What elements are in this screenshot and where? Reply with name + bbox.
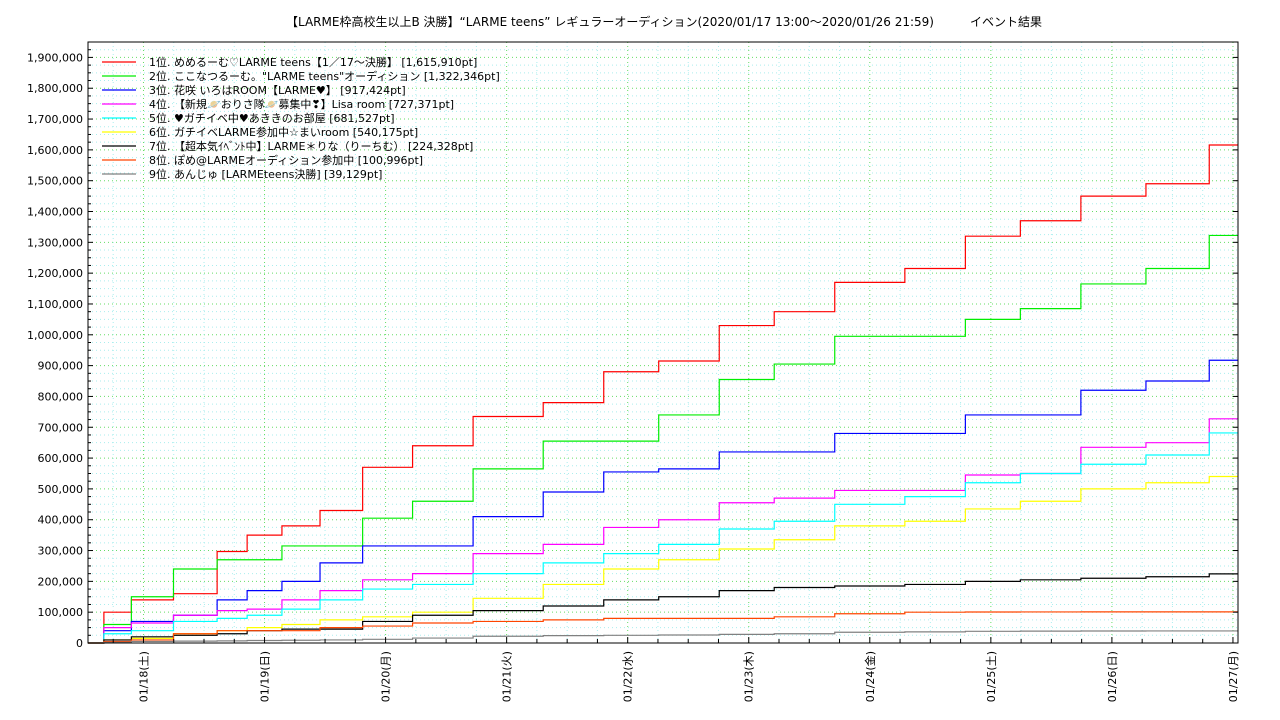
legend: 1位. めめるーむ♡LARME teens【1／17〜決勝】 [1,615,91… — [102, 55, 500, 181]
y-tick-label: 100,000 — [38, 606, 84, 619]
y-tick-label: 1,300,000 — [27, 236, 83, 249]
y-tick-label: 1,900,000 — [27, 51, 83, 64]
y-tick-label: 700,000 — [38, 421, 84, 434]
x-tick-label: 01/26(日) — [1106, 651, 1119, 702]
axes: 0 100,000 200,000 300,000 400,000 500,000 600,… — [27, 49, 1240, 702]
legend-label: 4位. 【新規🪐おりさ隊🪐募集中❣】Lisa room [727,371pt] — [149, 97, 454, 111]
y-tick-label: 1,600,000 — [27, 144, 83, 157]
y-tick-label: 900,000 — [38, 360, 84, 373]
y-tick-label: 800,000 — [38, 390, 84, 403]
series-line-9 — [88, 630, 1238, 644]
legend-label: 7位. 【超本気ｲﾍﾞﾝﾄ中】LARME＊りな（りーちむ） [224,328pt… — [149, 139, 473, 153]
y-tick-label: 400,000 — [38, 514, 84, 527]
legend-label: 8位. ぽめ@LARMEオーディション参加中 [100,996pt] — [149, 153, 423, 167]
x-tick-label: 01/25(土) — [985, 651, 998, 702]
y-tick-label: 500,000 — [38, 483, 84, 496]
legend-label: 5位. ♥ガチイベ中♥あききのお部屋 [681,527pt] — [149, 111, 395, 125]
chart-title: 【LARME枠高校生以上B 決勝】“LARME teens” レギュラーオーディ… — [286, 14, 1042, 29]
y-tick-label: 1,700,000 — [27, 113, 83, 126]
x-tick-label: 01/24(金) — [863, 651, 877, 702]
y-tick-label: 300,000 — [38, 545, 84, 558]
legend-label: 1位. めめるーむ♡LARME teens【1／17〜決勝】 [1,615,91… — [149, 55, 477, 69]
x-tick-label: 01/22(水) — [622, 651, 635, 702]
y-tick-label: 200,000 — [38, 575, 84, 588]
grid — [88, 42, 1238, 643]
y-tick-label: 1,400,000 — [27, 206, 83, 219]
x-tick-label: 01/23(木) — [743, 651, 756, 702]
y-tick-label: 1,500,000 — [27, 175, 83, 188]
legend-label: 2位. ここなつるーむ。"LARME teens"オーディション [1,322,… — [149, 69, 500, 83]
y-tick-label: 1,000,000 — [27, 329, 83, 342]
x-tick-label: 01/21(火) — [501, 651, 514, 702]
series-line-4 — [88, 418, 1238, 644]
y-tick-label: 0 — [76, 637, 83, 650]
x-tick-label: 01/18(土) — [137, 651, 150, 702]
x-tick-label: 01/27(月) — [1227, 651, 1240, 702]
legend-label: 9位. あんじゅ [LARMEteens決勝] [39,129pt] — [149, 167, 382, 181]
legend-label: 6位. ガチイベLARME参加中☆まいroom [540,175pt] — [149, 125, 418, 139]
legend-label: 3位. 花咲 いろはROOM【LARME♥】 [917,424pt] — [149, 83, 406, 97]
series-line-7 — [88, 573, 1238, 644]
series-lines — [87, 144, 1239, 644]
x-tick-label: 01/19(日) — [259, 651, 272, 702]
y-tick-label: 1,100,000 — [27, 298, 83, 311]
x-tick-label: 01/20(月) — [380, 651, 393, 702]
y-tick-label: 600,000 — [38, 452, 84, 465]
y-tick-label: 1,200,000 — [27, 267, 83, 280]
y-tick-label: 1,800,000 — [27, 82, 83, 95]
